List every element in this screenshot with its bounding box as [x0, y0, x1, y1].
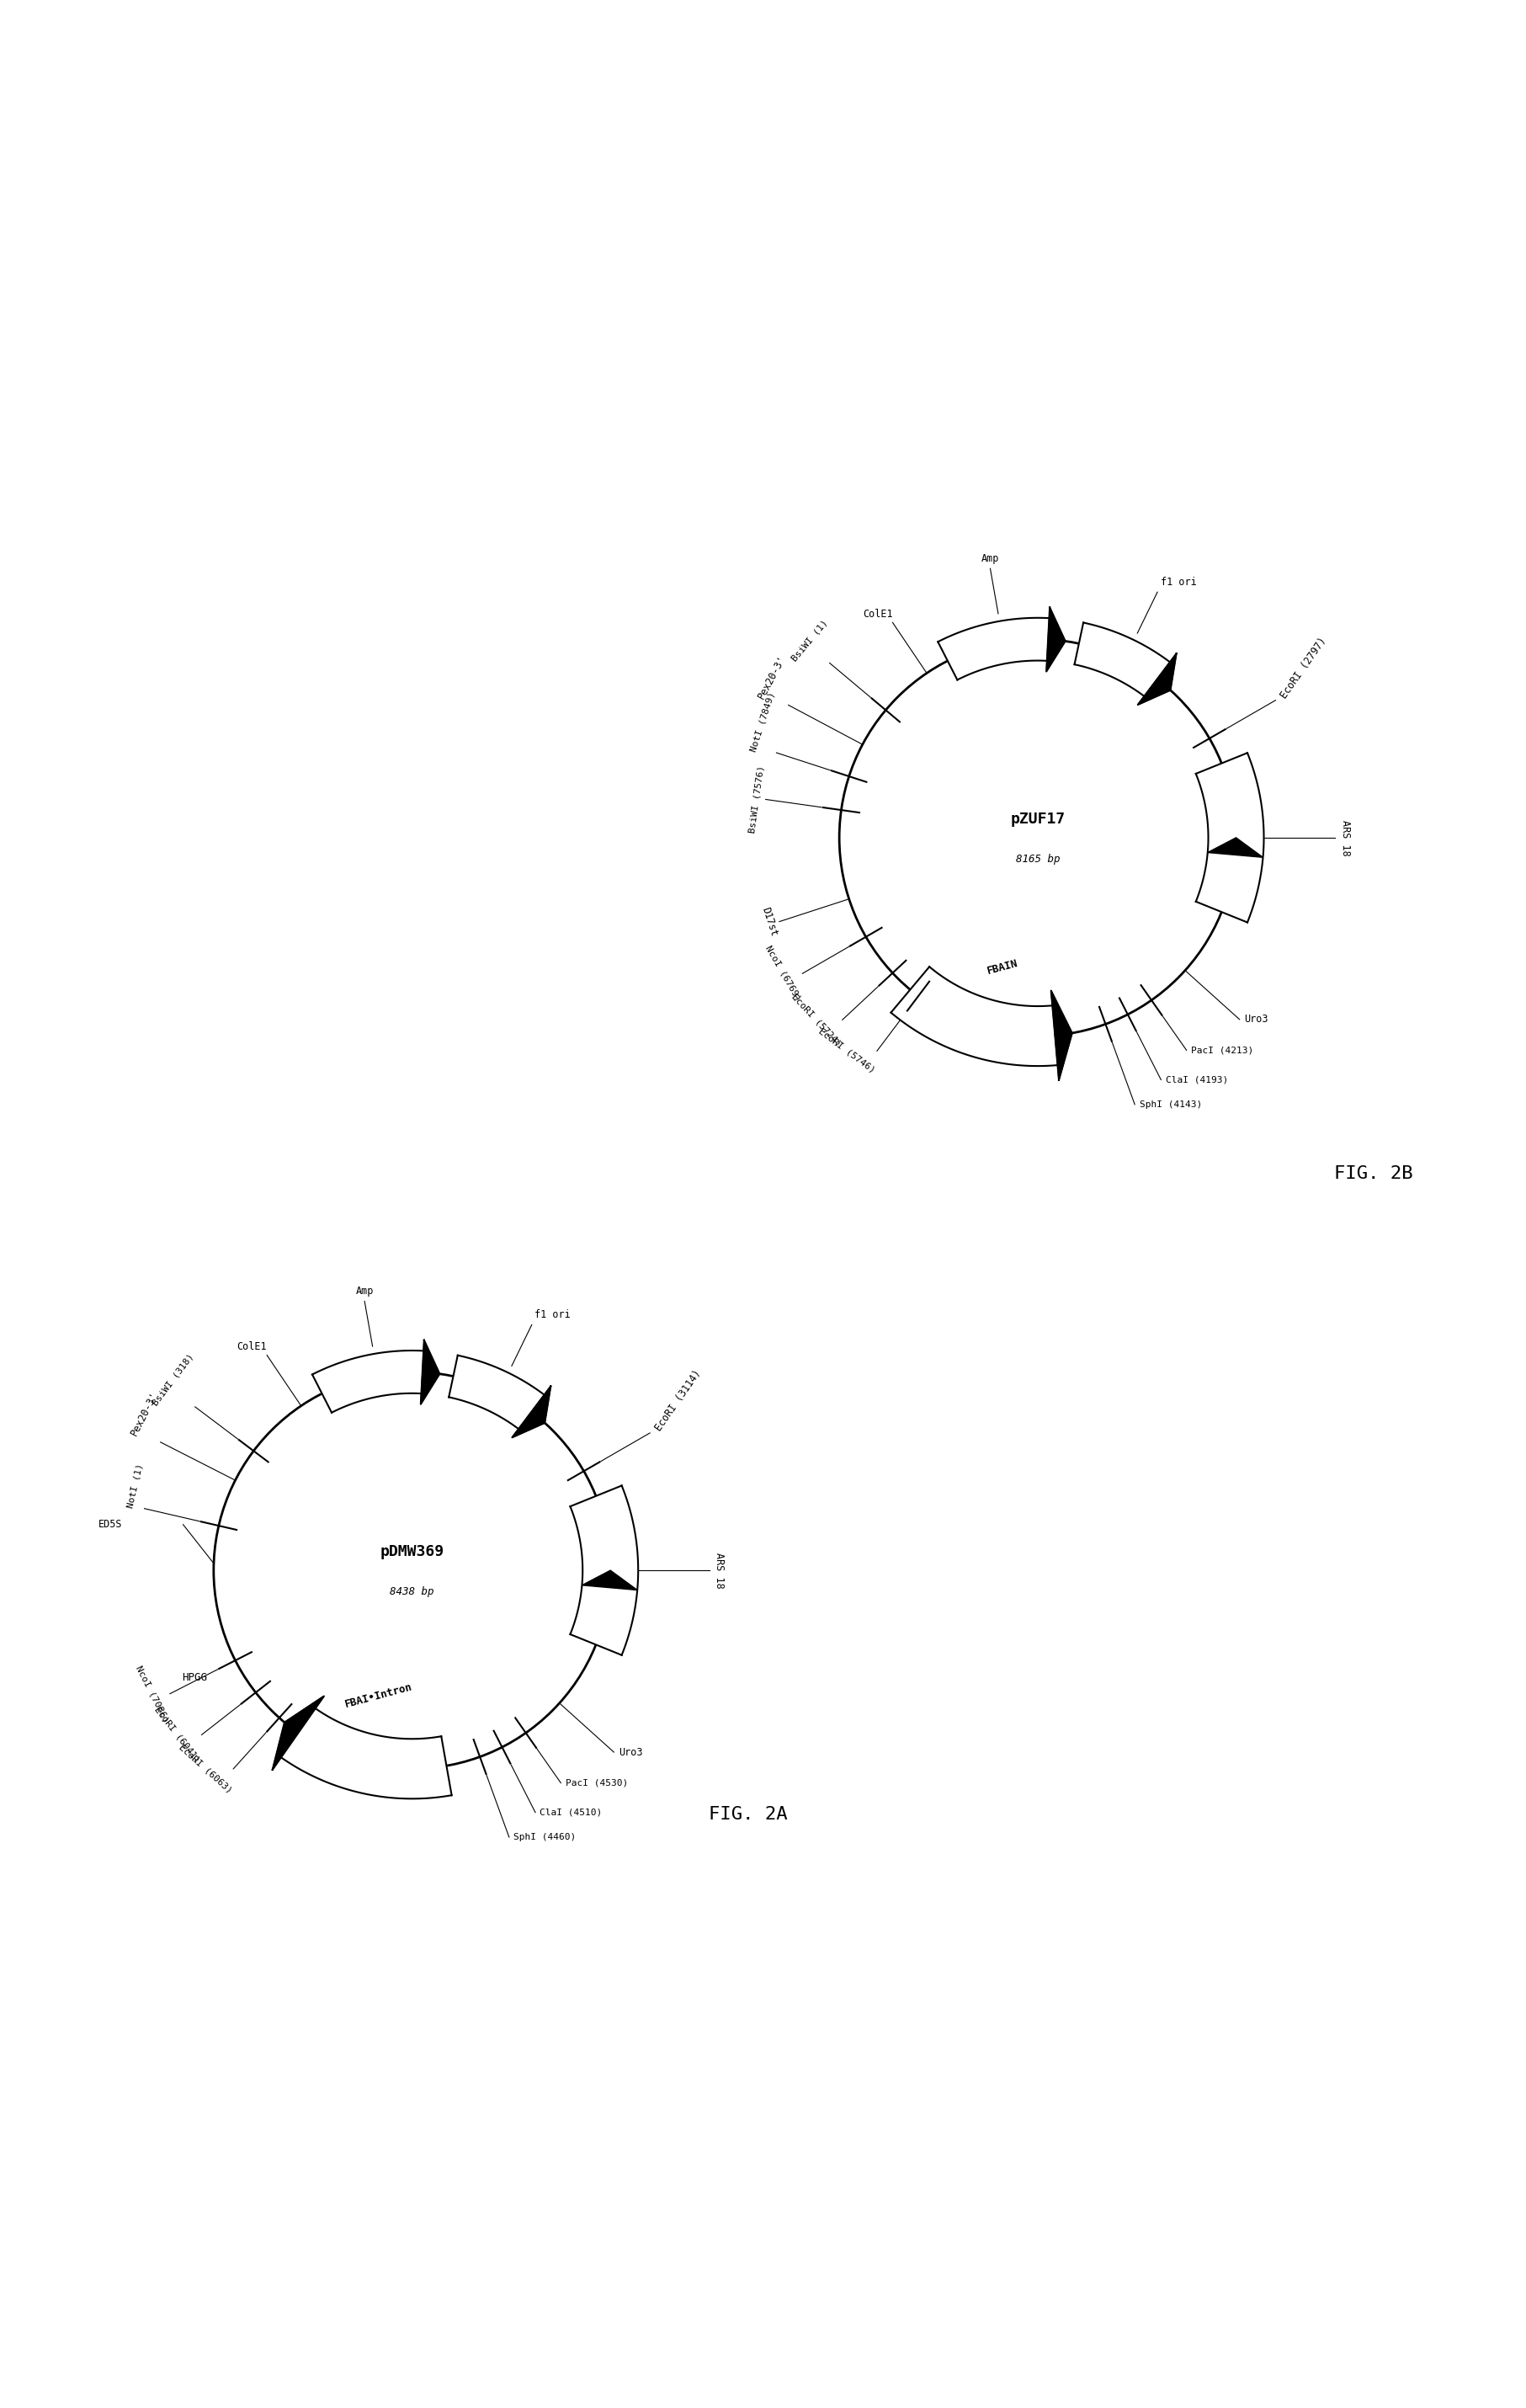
Text: ColE1: ColE1: [237, 1341, 267, 1353]
Text: EcoRI (6063): EcoRI (6063): [177, 1743, 233, 1794]
Polygon shape: [1196, 754, 1264, 922]
Text: Uro3: Uro3: [618, 1746, 642, 1758]
Polygon shape: [1047, 607, 1065, 672]
Text: D17st: D17st: [760, 905, 780, 937]
Polygon shape: [581, 1570, 638, 1589]
Polygon shape: [513, 1387, 551, 1438]
Text: 8438 bp: 8438 bp: [391, 1587, 433, 1597]
Text: SphI (4143): SphI (4143): [1140, 1100, 1202, 1108]
Text: EcoRI (6041): EcoRI (6041): [153, 1705, 201, 1765]
Polygon shape: [273, 1695, 324, 1770]
Text: BsiWI (1): BsiWI (1): [790, 619, 830, 662]
Text: Amp: Amp: [356, 1286, 374, 1296]
Polygon shape: [1074, 624, 1170, 696]
Text: ColE1: ColE1: [862, 609, 893, 619]
Text: f1 ori: f1 ori: [534, 1310, 571, 1320]
Text: BsiWI (318): BsiWI (318): [151, 1351, 195, 1406]
Text: ClaI (4510): ClaI (4510): [540, 1808, 603, 1816]
Text: f1 ori: f1 ori: [1160, 576, 1196, 588]
Text: Amp: Amp: [981, 554, 1000, 563]
Text: PacI (4530): PacI (4530): [566, 1780, 627, 1787]
Text: FBAI•Intron: FBAI•Intron: [343, 1681, 414, 1710]
Polygon shape: [571, 1486, 638, 1654]
Text: NcoI (6769): NcoI (6769): [765, 944, 803, 1002]
Text: EcoRI (3114): EcoRI (3114): [653, 1368, 703, 1433]
Text: ARS 18: ARS 18: [1340, 819, 1351, 855]
Polygon shape: [449, 1356, 545, 1428]
Polygon shape: [1138, 653, 1177, 706]
Polygon shape: [313, 1351, 424, 1413]
Text: HPGG: HPGG: [182, 1671, 208, 1683]
Text: NcoI (7086): NcoI (7086): [134, 1664, 169, 1724]
Text: Uro3: Uro3: [1244, 1014, 1268, 1026]
Text: PacI (4213): PacI (4213): [1192, 1045, 1253, 1055]
Text: ARS 18: ARS 18: [714, 1553, 725, 1589]
Text: FIG. 2B: FIG. 2B: [1334, 1165, 1413, 1182]
Text: pZUF17: pZUF17: [1010, 811, 1065, 826]
Polygon shape: [421, 1341, 439, 1404]
Polygon shape: [281, 1707, 452, 1799]
Text: Pex20-3': Pex20-3': [130, 1389, 160, 1438]
Text: NotI (7849): NotI (7849): [749, 691, 777, 754]
Polygon shape: [1051, 990, 1073, 1081]
Text: Pex20-3': Pex20-3': [757, 653, 789, 701]
Text: NotI (1): NotI (1): [127, 1462, 145, 1507]
Text: EcoRI (5746): EcoRI (5746): [818, 1028, 877, 1074]
Polygon shape: [1207, 838, 1264, 857]
Text: ED5S: ED5S: [98, 1519, 122, 1529]
Text: pDMW369: pDMW369: [380, 1544, 444, 1560]
Polygon shape: [938, 619, 1050, 679]
Text: EcoRI (2797): EcoRI (2797): [1279, 636, 1329, 701]
Text: 8165 bp: 8165 bp: [1016, 852, 1059, 864]
Polygon shape: [891, 966, 1058, 1067]
Text: EcoRI (5724): EcoRI (5724): [790, 992, 842, 1047]
Text: FIG. 2A: FIG. 2A: [708, 1806, 787, 1823]
Text: SphI (4460): SphI (4460): [514, 1832, 577, 1842]
Text: ClaI (4193): ClaI (4193): [1166, 1076, 1228, 1084]
Text: FBAIN: FBAIN: [986, 958, 1019, 978]
Text: BsiWI (7576): BsiWI (7576): [748, 766, 766, 833]
